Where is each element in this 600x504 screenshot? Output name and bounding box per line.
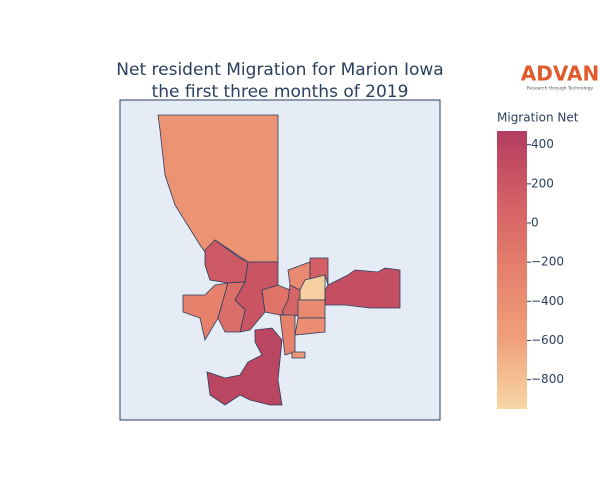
colorbar-tick-label: 400 — [531, 137, 554, 151]
region — [294, 317, 326, 336]
colorbar-title: Migration Net — [497, 111, 579, 125]
colorbar-tick-label: −200 — [531, 255, 564, 269]
region — [217, 281, 246, 333]
region — [291, 351, 306, 359]
region — [206, 327, 283, 406]
logo-name: ADVAN — [521, 62, 599, 86]
colorbar-tick-label: 0 — [531, 216, 539, 230]
colorbar — [497, 131, 527, 409]
colorbar-tick-label: 200 — [531, 176, 554, 190]
regions — [157, 114, 401, 406]
logo-tagline: Research through Technology — [527, 86, 594, 92]
region — [297, 299, 326, 319]
colorbar-tick-label: −400 — [531, 294, 564, 308]
colorbar-tick-label: −600 — [531, 333, 564, 347]
chart-subtitle: the first three months of 2019 — [152, 82, 409, 102]
colorbar-tick-label: −800 — [531, 372, 564, 386]
chart-title: Net resident Migration for Marion Iowa — [116, 60, 443, 80]
